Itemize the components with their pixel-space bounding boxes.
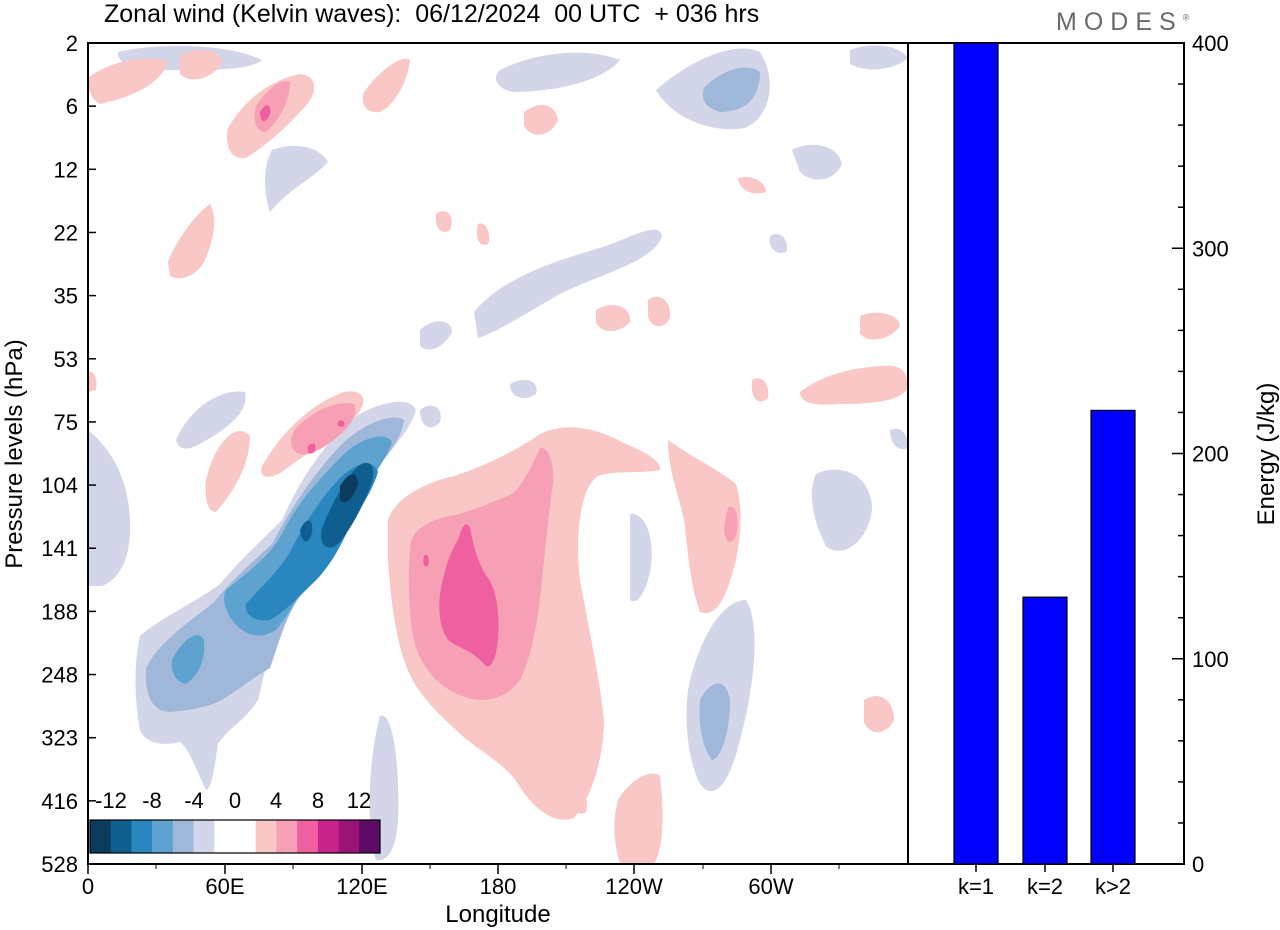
- colorbar-cell: [359, 820, 381, 853]
- bar-category-label: k=1: [958, 874, 994, 899]
- brand-logo: MODES®: [1056, 8, 1189, 37]
- y-tick-label: 6: [66, 94, 78, 119]
- x-tick-label: 120W: [605, 874, 663, 899]
- colorbar-frame: [89, 819, 381, 854]
- colorbar-cell: [317, 820, 339, 853]
- x-axis-ticks: [87, 864, 840, 874]
- colorbar-cell: [172, 820, 194, 853]
- bar-y-tick-label: 200: [1192, 442, 1229, 467]
- y-tick-label: 416: [41, 789, 78, 814]
- y-tick-label: 323: [41, 726, 78, 751]
- energy-bar: [1090, 409, 1136, 865]
- energy-bars: [953, 42, 1136, 865]
- y-tick-label: 53: [54, 347, 78, 372]
- y-tick-label: 2: [66, 31, 78, 56]
- colorbar-label: -12: [95, 788, 127, 813]
- trademark-mark: ®: [1182, 12, 1190, 23]
- energy-bar: [1022, 596, 1068, 865]
- colorbar-label: 8: [312, 788, 324, 813]
- colorbar-cell: [255, 820, 277, 853]
- x-tick-label: 60E: [205, 874, 244, 899]
- colorbar-label: 0: [229, 788, 241, 813]
- chart-title: Zonal wind (Kelvin waves): 06/12/2024 00…: [104, 0, 760, 28]
- bar-y-ticks: [1172, 42, 1184, 865]
- energy-bar: [953, 42, 999, 865]
- y-axis-label: Pressure levels (hPa): [1, 339, 28, 568]
- colorbar-label: 12: [347, 788, 371, 813]
- colorbar-label: -8: [142, 788, 162, 813]
- bar-y-tick-label: 300: [1192, 236, 1229, 261]
- bar-category-label: k>2: [1095, 874, 1131, 899]
- bar-x-ticks: [975, 864, 1114, 872]
- y-tick-label: 188: [41, 599, 78, 624]
- positive-kelvin-wave: [254, 81, 738, 700]
- energy-bar-chart: k=1 k=2 k>2 0 100 200 300 400 Energy (J/kg): [907, 31, 1280, 899]
- brand-text: MODES: [1056, 8, 1183, 36]
- x-axis-label: Longitude: [445, 901, 550, 928]
- colorbar-cells: [90, 820, 381, 853]
- bar-y-tick-label: 100: [1192, 647, 1229, 672]
- y-tick-label: 141: [41, 536, 78, 561]
- colorbar-cell: [235, 820, 257, 853]
- bar-y-tick-label: 400: [1192, 31, 1229, 56]
- heatmap-axes: 0 60E 120E 180 120W 60W Longitude 2 6 12 22…: [1, 31, 909, 928]
- y-tick-label: 528: [41, 852, 78, 877]
- colorbar-cell: [193, 820, 215, 853]
- bar-y-tick-labels: 0 100 200 300 400: [1192, 31, 1229, 877]
- colorbar: -12 -8 -4 0 4 8 12: [89, 788, 381, 854]
- colorbar-label: -4: [184, 788, 204, 813]
- colorbar-cell: [131, 820, 153, 853]
- y-tick-label: 104: [41, 473, 78, 498]
- colorbar-cell: [90, 820, 112, 853]
- x-tick-label: 180: [480, 874, 517, 899]
- colorbar-cell: [297, 820, 319, 853]
- y-tick-label: 75: [54, 410, 78, 435]
- y-tick-label: 248: [41, 663, 78, 688]
- colorbar-cell: [214, 820, 236, 853]
- y-tick-label: 22: [54, 220, 78, 245]
- bar-category-labels: k=1 k=2 k>2: [958, 874, 1131, 899]
- colorbar-cell: [276, 820, 298, 853]
- bar-category-label: k=2: [1027, 874, 1063, 899]
- y-tick-label: 35: [54, 284, 78, 309]
- x-tick-label: 60W: [748, 874, 793, 899]
- colorbar-cell: [152, 820, 174, 853]
- colorbar-cell: [110, 820, 132, 853]
- y-axis-ticks: [88, 42, 96, 865]
- x-tick-label: 120E: [336, 874, 387, 899]
- y-tick-label: 12: [54, 157, 78, 182]
- contour-field: [88, 45, 908, 864]
- negative-kelvin-wave: [145, 67, 760, 760]
- x-tick-label: 0: [82, 874, 94, 899]
- colorbar-labels: -12 -8 -4 0 4 8 12: [95, 788, 371, 813]
- y-tick-labels: 2 6 12 22 35 53 75 104 141 188 248 323 416 528: [41, 31, 78, 877]
- colorbar-cell: [338, 820, 360, 853]
- colorbar-label: 4: [270, 788, 282, 813]
- x-tick-labels: 0 60E 120E 180 120W 60W: [82, 874, 794, 899]
- energy-axis-label: Energy (J/kg): [1253, 383, 1280, 526]
- bar-y-tick-label: 0: [1192, 852, 1204, 877]
